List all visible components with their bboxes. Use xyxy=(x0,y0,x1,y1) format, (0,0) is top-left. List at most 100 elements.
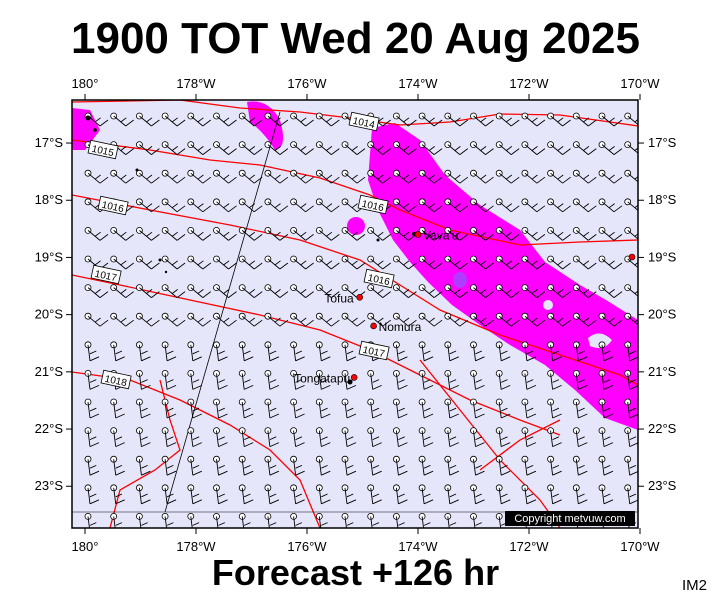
wind-barb xyxy=(135,484,151,505)
lat-label-left: 22°S xyxy=(35,421,64,436)
wind-barb xyxy=(264,513,279,528)
isobar-label-text: 1017 xyxy=(94,269,118,284)
wind-barb xyxy=(290,427,305,448)
wind-barb xyxy=(470,427,485,448)
wind-barb xyxy=(392,141,417,155)
wind-barb xyxy=(341,284,366,298)
wind-barb xyxy=(161,198,186,213)
wind-barb xyxy=(135,341,151,362)
wind-barb xyxy=(470,169,494,184)
wind-barb xyxy=(290,255,314,270)
wind-barb xyxy=(315,398,331,419)
wind-barb xyxy=(444,284,469,298)
wind-barb xyxy=(264,169,289,184)
wind-barb xyxy=(418,369,434,390)
wind-barb xyxy=(135,284,160,298)
wind-barb xyxy=(187,369,202,390)
latitude-ticks: 17°S 17°S 18°S 18°S 19°S 19°S 20°S 20°S 21°S 21°S… xyxy=(35,135,677,493)
wind-barb xyxy=(418,255,443,270)
wind-barb xyxy=(110,455,125,476)
wind-barb xyxy=(238,141,263,155)
wind-barb xyxy=(572,226,597,241)
isobar-1016b xyxy=(399,209,638,246)
wind-barb xyxy=(264,341,280,362)
wind-barb xyxy=(213,226,237,241)
wind-barb xyxy=(213,513,228,528)
wind-barb xyxy=(264,427,280,448)
wind-barb xyxy=(444,398,459,419)
isobar-label: 1014 xyxy=(348,111,380,132)
wind-barb xyxy=(187,513,202,528)
wind-barb xyxy=(187,341,202,362)
wind-barb xyxy=(135,398,151,419)
wind-barb xyxy=(161,484,177,505)
lat-label-left: 23°S xyxy=(35,478,64,493)
lon-label-bottom: 172°W xyxy=(509,539,549,554)
lat-label-right: 18°S xyxy=(648,192,677,207)
wind-barb xyxy=(598,255,623,270)
wind-barb xyxy=(521,427,537,448)
wind-barb xyxy=(418,112,443,127)
wind-barb xyxy=(290,284,314,298)
lon-label-top: 178°W xyxy=(176,76,216,91)
wind-barb xyxy=(547,312,571,327)
lon-label-bottom: 170°W xyxy=(620,539,660,554)
isobar-labels: 1014 1015 1016 1016 1016 1017 1017 1018 xyxy=(87,111,395,390)
wind-barb xyxy=(367,398,382,419)
isobar-1017 xyxy=(72,274,561,436)
wind-barb xyxy=(367,141,391,155)
wind-barb xyxy=(135,226,160,241)
wind-barb xyxy=(367,427,382,448)
wind-barb xyxy=(521,112,546,127)
wind-barb xyxy=(187,427,202,448)
wind-barb xyxy=(470,369,485,390)
wind-barb xyxy=(495,312,520,327)
lon-label-top: 172°W xyxy=(509,76,549,91)
isobar-label-text: 1016 xyxy=(367,273,391,288)
rain-area xyxy=(72,101,638,430)
rain-patch-corner xyxy=(72,108,100,150)
wind-barb xyxy=(598,312,623,327)
wind-barb xyxy=(367,312,391,327)
wind-barb xyxy=(444,169,469,184)
isobar-label: 1016 xyxy=(363,268,395,289)
wind-barb xyxy=(495,198,520,213)
copyright-box: Copyright metvuw.com xyxy=(505,511,635,526)
wind-barb xyxy=(238,255,263,270)
wind-barb xyxy=(547,226,571,241)
isobar-label: 1017 xyxy=(90,264,122,285)
wind-barb xyxy=(238,112,263,127)
wind-barb xyxy=(341,513,356,528)
wind-barb xyxy=(572,455,588,476)
wind-barb xyxy=(521,484,537,505)
wind-barb xyxy=(187,312,212,327)
copyright-text: Copyright metvuw.com xyxy=(514,513,625,525)
wind-barb xyxy=(264,198,289,213)
wind-barb xyxy=(470,341,485,362)
wind-barb xyxy=(547,255,571,270)
wind-barb xyxy=(470,312,494,327)
wind-barb xyxy=(315,427,331,448)
wind-barb xyxy=(84,513,99,528)
wind-barb xyxy=(572,484,588,505)
wind-barb xyxy=(470,455,485,476)
wind-barb xyxy=(598,398,614,419)
isobar-label: 1015 xyxy=(87,139,119,160)
wind-barb xyxy=(213,484,228,505)
wind-barb xyxy=(598,141,623,155)
wind-barb xyxy=(187,226,212,241)
wind-barb xyxy=(315,513,331,528)
wind-barb xyxy=(418,513,433,528)
wind-barb xyxy=(495,484,511,505)
wind-barb xyxy=(572,427,588,448)
wind-barb xyxy=(187,169,212,184)
rain-core xyxy=(453,272,467,288)
wind-barb xyxy=(135,141,160,155)
place-marker xyxy=(356,294,364,301)
wind-barb xyxy=(238,341,254,362)
wind-barb xyxy=(470,141,494,155)
wind-barb xyxy=(290,141,314,155)
wind-barb xyxy=(598,284,623,298)
wind-barb xyxy=(624,198,638,211)
wind-barb xyxy=(84,169,109,184)
